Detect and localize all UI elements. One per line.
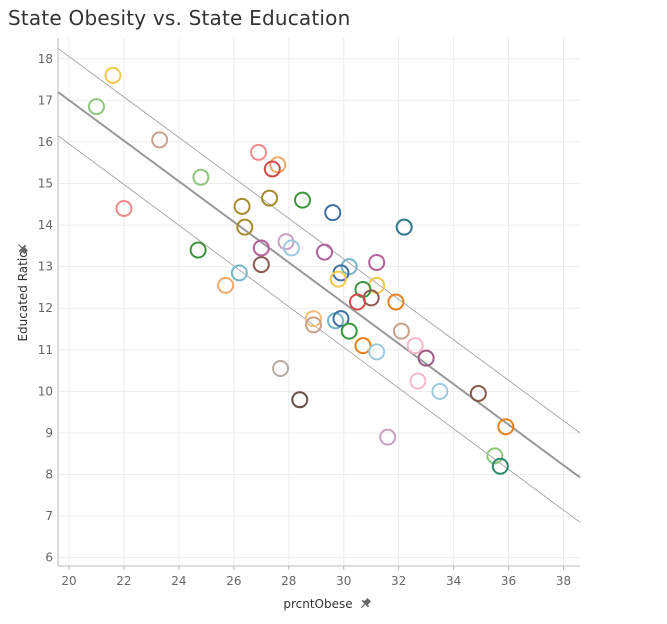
data-point[interactable] <box>291 391 309 409</box>
data-point[interactable] <box>236 218 254 236</box>
pin-icon[interactable] <box>358 597 372 611</box>
data-point[interactable] <box>115 199 133 217</box>
data-point[interactable] <box>252 239 270 257</box>
x-tick-label: 24 <box>171 574 186 588</box>
data-point[interactable] <box>189 241 207 259</box>
y-axis-title: Educated Ratio <box>16 250 30 341</box>
data-point[interactable] <box>491 457 509 475</box>
data-point[interactable] <box>151 131 169 149</box>
x-tick-label: 28 <box>281 574 296 588</box>
y-tick-label: 15 <box>38 177 53 191</box>
data-point[interactable] <box>395 218 413 236</box>
x-tick-label: 22 <box>116 574 131 588</box>
data-point[interactable] <box>348 293 366 311</box>
data-point[interactable] <box>192 168 210 186</box>
data-point[interactable] <box>261 189 279 207</box>
y-tick-label: 18 <box>38 52 53 66</box>
y-tick-label: 8 <box>45 468 53 482</box>
x-tick-label: 20 <box>61 574 76 588</box>
x-tick-label: 30 <box>336 574 351 588</box>
data-point[interactable] <box>417 349 435 367</box>
y-tick-label: 10 <box>38 384 53 398</box>
data-point[interactable] <box>362 289 380 307</box>
data-point[interactable] <box>230 264 248 282</box>
data-point[interactable] <box>332 310 350 328</box>
x-tick-label: 34 <box>446 574 461 588</box>
gridlines <box>58 38 580 566</box>
data-point[interactable] <box>269 156 287 174</box>
data-point[interactable] <box>486 447 504 465</box>
data-point[interactable] <box>409 372 427 390</box>
data-point[interactable] <box>392 322 410 340</box>
x-axis-title: prcntObese <box>283 597 352 611</box>
y-tick-label: 7 <box>45 509 53 523</box>
y-tick-label: 13 <box>38 260 53 274</box>
data-point[interactable] <box>368 254 386 272</box>
data-point[interactable] <box>104 66 122 84</box>
data-point[interactable] <box>252 256 270 274</box>
confidence-band-upper[interactable] <box>57 48 581 434</box>
data-point[interactable] <box>324 204 342 222</box>
y-tick-label: 12 <box>38 301 53 315</box>
axes: 6 7 8 9 10 11 12 13 14 15 16 17 18 20 22 24 26 28 30 32 34 36… <box>38 38 580 588</box>
data-point[interactable] <box>272 360 290 378</box>
y-tick-label: 14 <box>38 218 53 232</box>
axis-labels: prcntObese Educated Ratio <box>16 244 372 611</box>
data-point[interactable] <box>329 270 347 288</box>
x-tick-label: 26 <box>226 574 241 588</box>
data-point[interactable] <box>233 197 251 215</box>
y-tick-label: 17 <box>38 93 53 107</box>
y-tick-label: 16 <box>38 135 53 149</box>
y-tick-label: 6 <box>45 551 53 565</box>
chart-title: State Obesity vs. State Education <box>8 6 351 30</box>
data-point[interactable] <box>497 418 515 436</box>
data-point[interactable] <box>305 316 323 334</box>
data-point[interactable] <box>431 382 449 400</box>
data-point[interactable] <box>294 191 312 209</box>
data-point[interactable] <box>87 98 105 116</box>
data-point[interactable] <box>469 384 487 402</box>
data-point[interactable] <box>379 428 397 446</box>
data-point[interactable] <box>263 160 281 178</box>
x-tick-label: 32 <box>391 574 406 588</box>
data-point[interactable] <box>315 243 333 261</box>
trend-line[interactable] <box>57 91 581 479</box>
data-points[interactable] <box>87 66 515 475</box>
y-tick-label: 9 <box>45 426 53 440</box>
y-tick-label: 11 <box>38 343 53 357</box>
data-point[interactable] <box>250 143 268 161</box>
x-tick-label: 36 <box>501 574 516 588</box>
data-point[interactable] <box>354 337 372 355</box>
data-point[interactable] <box>406 337 424 355</box>
data-point[interactable] <box>340 322 358 340</box>
data-point[interactable] <box>283 239 301 257</box>
data-point[interactable] <box>305 310 323 328</box>
data-point[interactable] <box>368 343 386 361</box>
x-tick-label: 38 <box>556 574 571 588</box>
data-point[interactable] <box>217 276 235 294</box>
data-point[interactable] <box>387 293 405 311</box>
